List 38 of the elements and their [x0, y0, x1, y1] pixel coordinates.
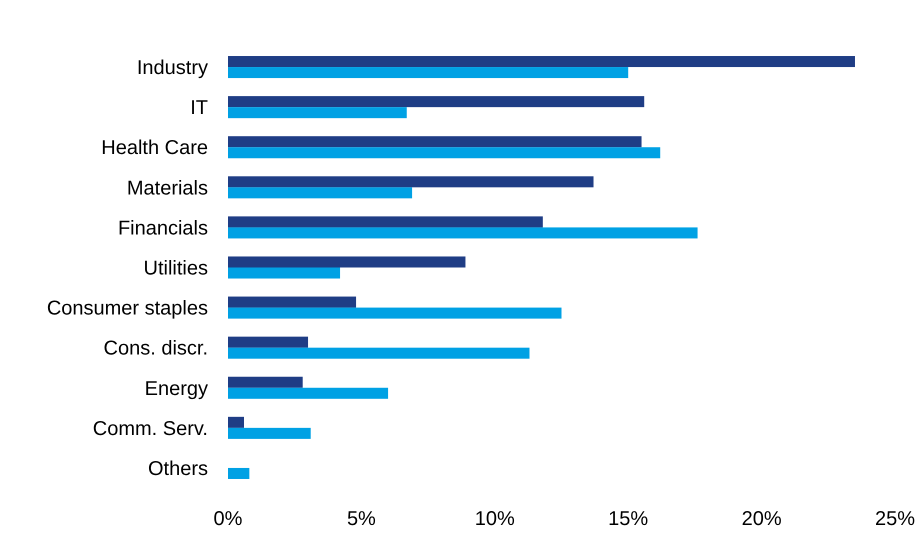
- x-tick-label: 0%: [214, 508, 243, 530]
- bar: [228, 388, 388, 399]
- y-tick-label: Financials: [118, 217, 208, 240]
- bar: [228, 67, 628, 78]
- bar: [228, 147, 660, 158]
- bar: [228, 56, 855, 68]
- bar: [228, 176, 594, 188]
- x-tick-label: 10%: [474, 508, 516, 530]
- y-tick-label: Consumer staples: [46, 298, 208, 320]
- x-tick-label: 5%: [346, 508, 376, 530]
- y-tick-label: Health Care: [101, 137, 208, 160]
- bar: [228, 468, 250, 479]
- x-tick-label: 20%: [742, 508, 782, 530]
- y-tick-label: Materials: [126, 177, 208, 200]
- bar: [228, 216, 543, 228]
- bar: [228, 256, 466, 268]
- y-tick-label: Comm. Serv.: [92, 418, 208, 440]
- x-tick-label: 25%: [874, 508, 916, 530]
- bar: [228, 227, 698, 238]
- x-tick-label: 15%: [608, 508, 648, 530]
- bar: [228, 107, 407, 118]
- bar: [228, 336, 308, 348]
- y-tick-label: IT: [190, 97, 208, 120]
- bar: [228, 187, 412, 198]
- bar: [228, 96, 644, 108]
- y-tick-label: Industry: [136, 57, 208, 80]
- bar: [228, 296, 356, 308]
- bar: [228, 268, 340, 279]
- bar: [228, 308, 562, 319]
- y-tick-label: Cons. discr.: [104, 338, 208, 360]
- bar: [228, 428, 311, 439]
- y-tick-label: Others: [148, 458, 208, 480]
- bar: [228, 416, 244, 428]
- bar: [228, 348, 530, 359]
- y-tick-label: Utilities: [144, 258, 208, 280]
- y-tick-label: Energy: [144, 378, 208, 400]
- bar: [228, 376, 303, 388]
- bar: [228, 136, 642, 148]
